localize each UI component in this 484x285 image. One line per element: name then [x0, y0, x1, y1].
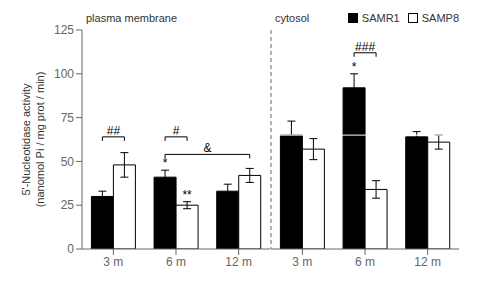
html-text:cytosol: cytosol: [275, 12, 310, 24]
svg-text:3 m: 3 m: [292, 255, 312, 269]
svg-text:125: 125: [54, 23, 74, 37]
svg-text:(nanomol Pi / mg prot / min): (nanomol Pi / mg prot / min): [34, 72, 46, 208]
svg-text:12 m: 12 m: [414, 255, 441, 269]
svg-text:100: 100: [54, 67, 74, 81]
svg-text:50: 50: [61, 155, 75, 169]
html-text:plasma membrane: plasma membrane: [86, 12, 178, 24]
svg-text:3 m: 3 m: [103, 255, 123, 269]
svg-text:6 m: 6 m: [166, 255, 186, 269]
svg-text:#: #: [173, 124, 180, 138]
svg-text:25: 25: [61, 198, 75, 212]
svg-text:###: ###: [355, 40, 375, 54]
svg-text:##: ##: [107, 124, 121, 138]
svg-text:&: &: [203, 141, 211, 155]
svg-text:12 m: 12 m: [225, 255, 252, 269]
svg-text:**: **: [182, 188, 192, 202]
svg-text:*: *: [352, 60, 357, 74]
svg-text:6 m: 6 m: [355, 255, 375, 269]
svg-text:75: 75: [61, 111, 75, 125]
svg-text:0: 0: [67, 242, 74, 256]
html-text:SAMP8: SAMP8: [421, 12, 459, 24]
html-text:SAMR1: SAMR1: [361, 12, 400, 24]
svg-text:5'-Nucleotidase activity: 5'-Nucleotidase activity: [20, 83, 32, 196]
